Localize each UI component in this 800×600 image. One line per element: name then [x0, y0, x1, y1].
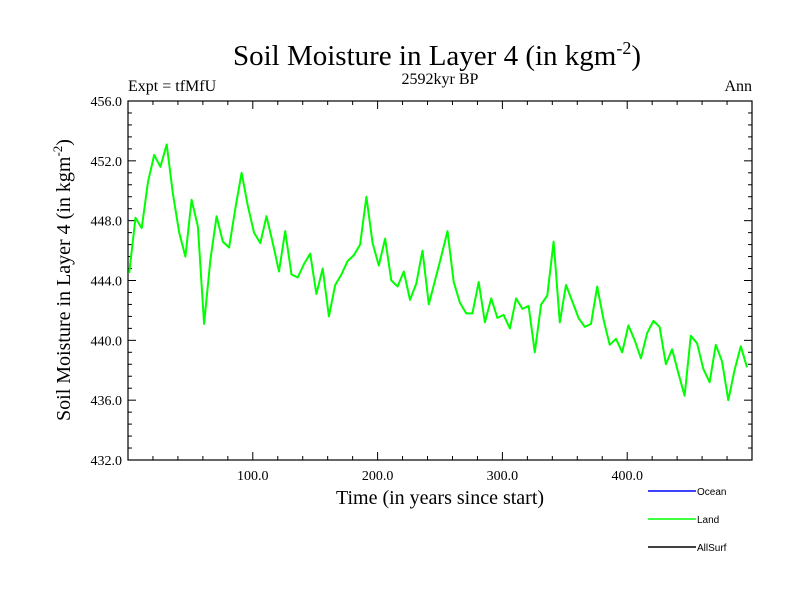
- season-label: Ann: [724, 78, 752, 95]
- y-tick-label: 448.0: [91, 215, 123, 230]
- experiment-label: Expt = tfMfU: [128, 78, 217, 95]
- y-tick-label: 432.0: [91, 454, 123, 469]
- x-tick-label: 100.0: [237, 469, 269, 484]
- series-line-land: [128, 143, 748, 402]
- chart-subtitle: 2592kyr BP: [402, 71, 479, 88]
- x-tick-label: 200.0: [362, 469, 394, 484]
- y-tick-label: 440.0: [91, 334, 123, 349]
- x-axis-label: Time (in years since start): [336, 487, 544, 509]
- legend-label-ocean: Ocean: [697, 487, 726, 498]
- legend-label-land: Land: [697, 515, 719, 526]
- y-tick-label: 452.0: [91, 155, 123, 170]
- plot-frame: [127, 100, 753, 461]
- x-tick-label: 300.0: [487, 469, 519, 484]
- x-tick-label: 400.0: [611, 469, 643, 484]
- legend-label-allsurf: AllSurf: [697, 543, 727, 554]
- y-axis-label: Soil Moisture in Layer 4 (in kgm-2): [50, 139, 75, 421]
- y-tick-label: 444.0: [91, 275, 123, 290]
- legend: Ocean Land AllSurf: [648, 487, 727, 554]
- x-axis: 100.0 200.0 300.0 400.0: [152, 101, 728, 484]
- y-axis: 432.0 436.0 440.0 444.0 448.0 452.0 456.0: [91, 95, 752, 469]
- chart-title: Soil Moisture in Layer 4 (in kgm-2): [233, 38, 641, 72]
- y-tick-label: 456.0: [91, 95, 123, 110]
- series-layer: [128, 143, 748, 402]
- y-tick-label: 436.0: [91, 394, 123, 409]
